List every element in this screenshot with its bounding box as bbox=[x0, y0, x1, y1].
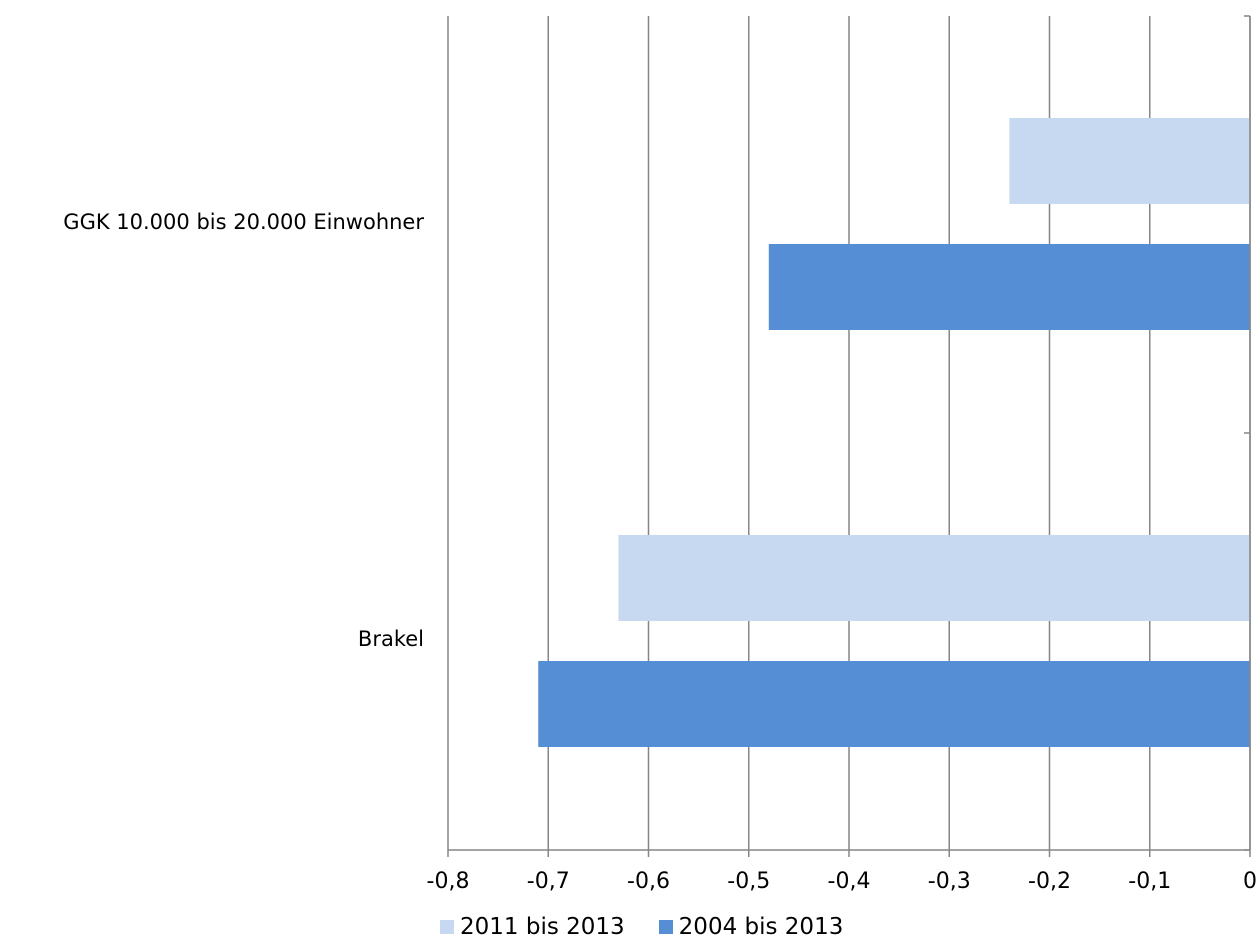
x-tick-label-3: -0,5 bbox=[727, 869, 770, 894]
legend-swatch-series-2 bbox=[658, 920, 673, 934]
legend-item-series-1: 2011 bis 2013 bbox=[440, 914, 625, 940]
category-label-1: GGK 10.000 bis 20.000 Einwohner bbox=[63, 210, 424, 234]
bar-2-series-2 bbox=[538, 661, 1250, 747]
category-label-2: Brakel bbox=[358, 627, 424, 651]
x-tick-label-6: -0,2 bbox=[1028, 869, 1071, 894]
x-tick-label-8: 0 bbox=[1243, 869, 1257, 894]
legend-item-series-2: 2004 bis 2013 bbox=[658, 914, 844, 940]
bar-chart: GGK 10.000 bis 20.000 Einwohner Brakel -0,… bbox=[63, 15, 1257, 894]
bar-1-series-1 bbox=[1009, 118, 1250, 204]
legend-label-series-1: 2011 bis 2013 bbox=[460, 914, 625, 940]
legend-swatch-series-1 bbox=[440, 920, 454, 934]
x-tick-label-2: -0,6 bbox=[627, 869, 670, 894]
legend: 2011 bis 2013 2004 bis 2013 bbox=[440, 912, 843, 942]
legend-label-series-2: 2004 bis 2013 bbox=[678, 914, 844, 940]
x-tick-label-0: -0,8 bbox=[427, 869, 470, 894]
x-tick-label-7: -0,1 bbox=[1128, 869, 1171, 894]
x-tick-label-5: -0,3 bbox=[928, 869, 971, 894]
bar-2-series-1 bbox=[618, 535, 1250, 621]
bar-1-series-2 bbox=[768, 244, 1250, 330]
x-tick-label-1: -0,7 bbox=[527, 869, 570, 894]
x-tick-label-4: -0,4 bbox=[828, 869, 871, 894]
